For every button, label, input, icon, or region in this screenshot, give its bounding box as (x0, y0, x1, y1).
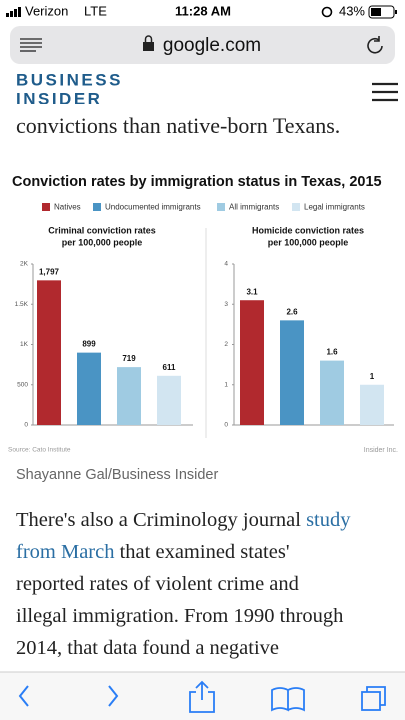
value-label: 3.1 (246, 287, 258, 296)
source: Source: Cato Institute (8, 447, 71, 454)
forward-button[interactable] (108, 685, 119, 707)
chart-subtitle: per 100,000 people (268, 237, 349, 247)
legend-label: Natives (54, 203, 81, 212)
share-button[interactable] (189, 680, 215, 713)
y-tick-label: 1.5K (15, 301, 29, 308)
bar (77, 352, 101, 425)
menu-icon[interactable] (372, 82, 398, 102)
legend-swatch (42, 203, 50, 211)
y-tick-label: 500 (17, 381, 28, 388)
battery-text: 43% (339, 3, 365, 18)
y-tick-label: 2K (20, 261, 29, 268)
bookmarks-button[interactable] (271, 687, 305, 712)
carrier: Verizon (25, 3, 68, 18)
paragraph-line: There's also a Criminology journal study (16, 509, 351, 531)
text-run: that examined states' (114, 541, 289, 563)
lock-icon (143, 35, 154, 51)
y-tick-label: 1 (224, 381, 228, 388)
bar (37, 280, 61, 425)
bar (360, 384, 384, 425)
y-tick-label: 2 (224, 341, 228, 348)
paragraph-line: illegal immigration. From 1990 through (16, 605, 343, 627)
value-label: 2.6 (286, 307, 298, 316)
battery-icon (368, 5, 397, 19)
bar (280, 320, 304, 425)
paragraph-line: from March that examined states' (16, 541, 290, 563)
bar (240, 300, 264, 425)
value-label: 1 (370, 372, 375, 381)
link[interactable]: from March (16, 541, 114, 563)
text-run: 2014, that data found a negative (16, 637, 279, 659)
legend-swatch (292, 203, 300, 211)
credit: Insider Inc. (364, 447, 398, 454)
value-label: 1.6 (326, 348, 338, 357)
value-label: 611 (163, 363, 176, 372)
y-tick-label: 0 (24, 422, 28, 429)
reader-icon[interactable] (20, 38, 42, 52)
bar (117, 367, 141, 425)
logo[interactable]: BUSINESS (16, 70, 123, 89)
caption: Shayanne Gal/Business Insider (16, 467, 218, 483)
paragraph: There's also a Criminology journal study… (16, 509, 351, 691)
charts: Criminal conviction rates per 100,000 peo… (15, 225, 394, 429)
url[interactable]: google.com (163, 35, 261, 56)
legend-swatch (93, 203, 101, 211)
paragraph-line: reported rates of violent crime and (16, 573, 299, 595)
reload-icon[interactable] (367, 36, 383, 54)
legend-label: Undocumented immigrants (105, 203, 201, 212)
legend: Natives Undocumented immigrants All immigr… (42, 203, 365, 212)
text-run: There's also a Criminology journal (16, 509, 306, 531)
value-label: 719 (122, 354, 136, 363)
header-mask (0, 104, 405, 112)
back-button[interactable] (18, 685, 29, 707)
paragraph-line: 2014, that data found a negative (16, 637, 279, 659)
address-bar[interactable] (10, 26, 395, 64)
article-text: convictions than native-born Texans. (16, 113, 340, 138)
signal-icon (6, 7, 21, 17)
value-label: 1,797 (39, 267, 60, 276)
text-run: illegal immigration. From 1990 through (16, 605, 343, 627)
legend-swatch (217, 203, 225, 211)
chart-subtitle: per 100,000 people (62, 237, 143, 247)
link[interactable]: study (306, 509, 351, 531)
chart-subtitle: Homicide conviction rates (252, 225, 364, 235)
tabs-button[interactable] (361, 686, 386, 711)
alarm-icon (321, 6, 333, 18)
bar (157, 375, 181, 425)
logo[interactable]: INSIDER (16, 89, 102, 108)
y-tick-label: 1K (20, 341, 29, 348)
network: LTE (84, 3, 107, 18)
legend-label: Legal immigrants (304, 203, 365, 212)
chart-subtitle: Criminal conviction rates (48, 225, 156, 235)
y-tick-label: 4 (224, 261, 228, 268)
y-tick-label: 0 (224, 422, 228, 429)
legend-label: All immigrants (229, 203, 279, 212)
bar (320, 360, 344, 425)
figure-title: Conviction rates by immigration status i… (12, 174, 382, 190)
value-label: 899 (82, 340, 96, 349)
text-run: reported rates of violent crime and (16, 573, 299, 595)
time: 11:28 AM (175, 3, 231, 18)
y-tick-label: 3 (224, 301, 228, 308)
